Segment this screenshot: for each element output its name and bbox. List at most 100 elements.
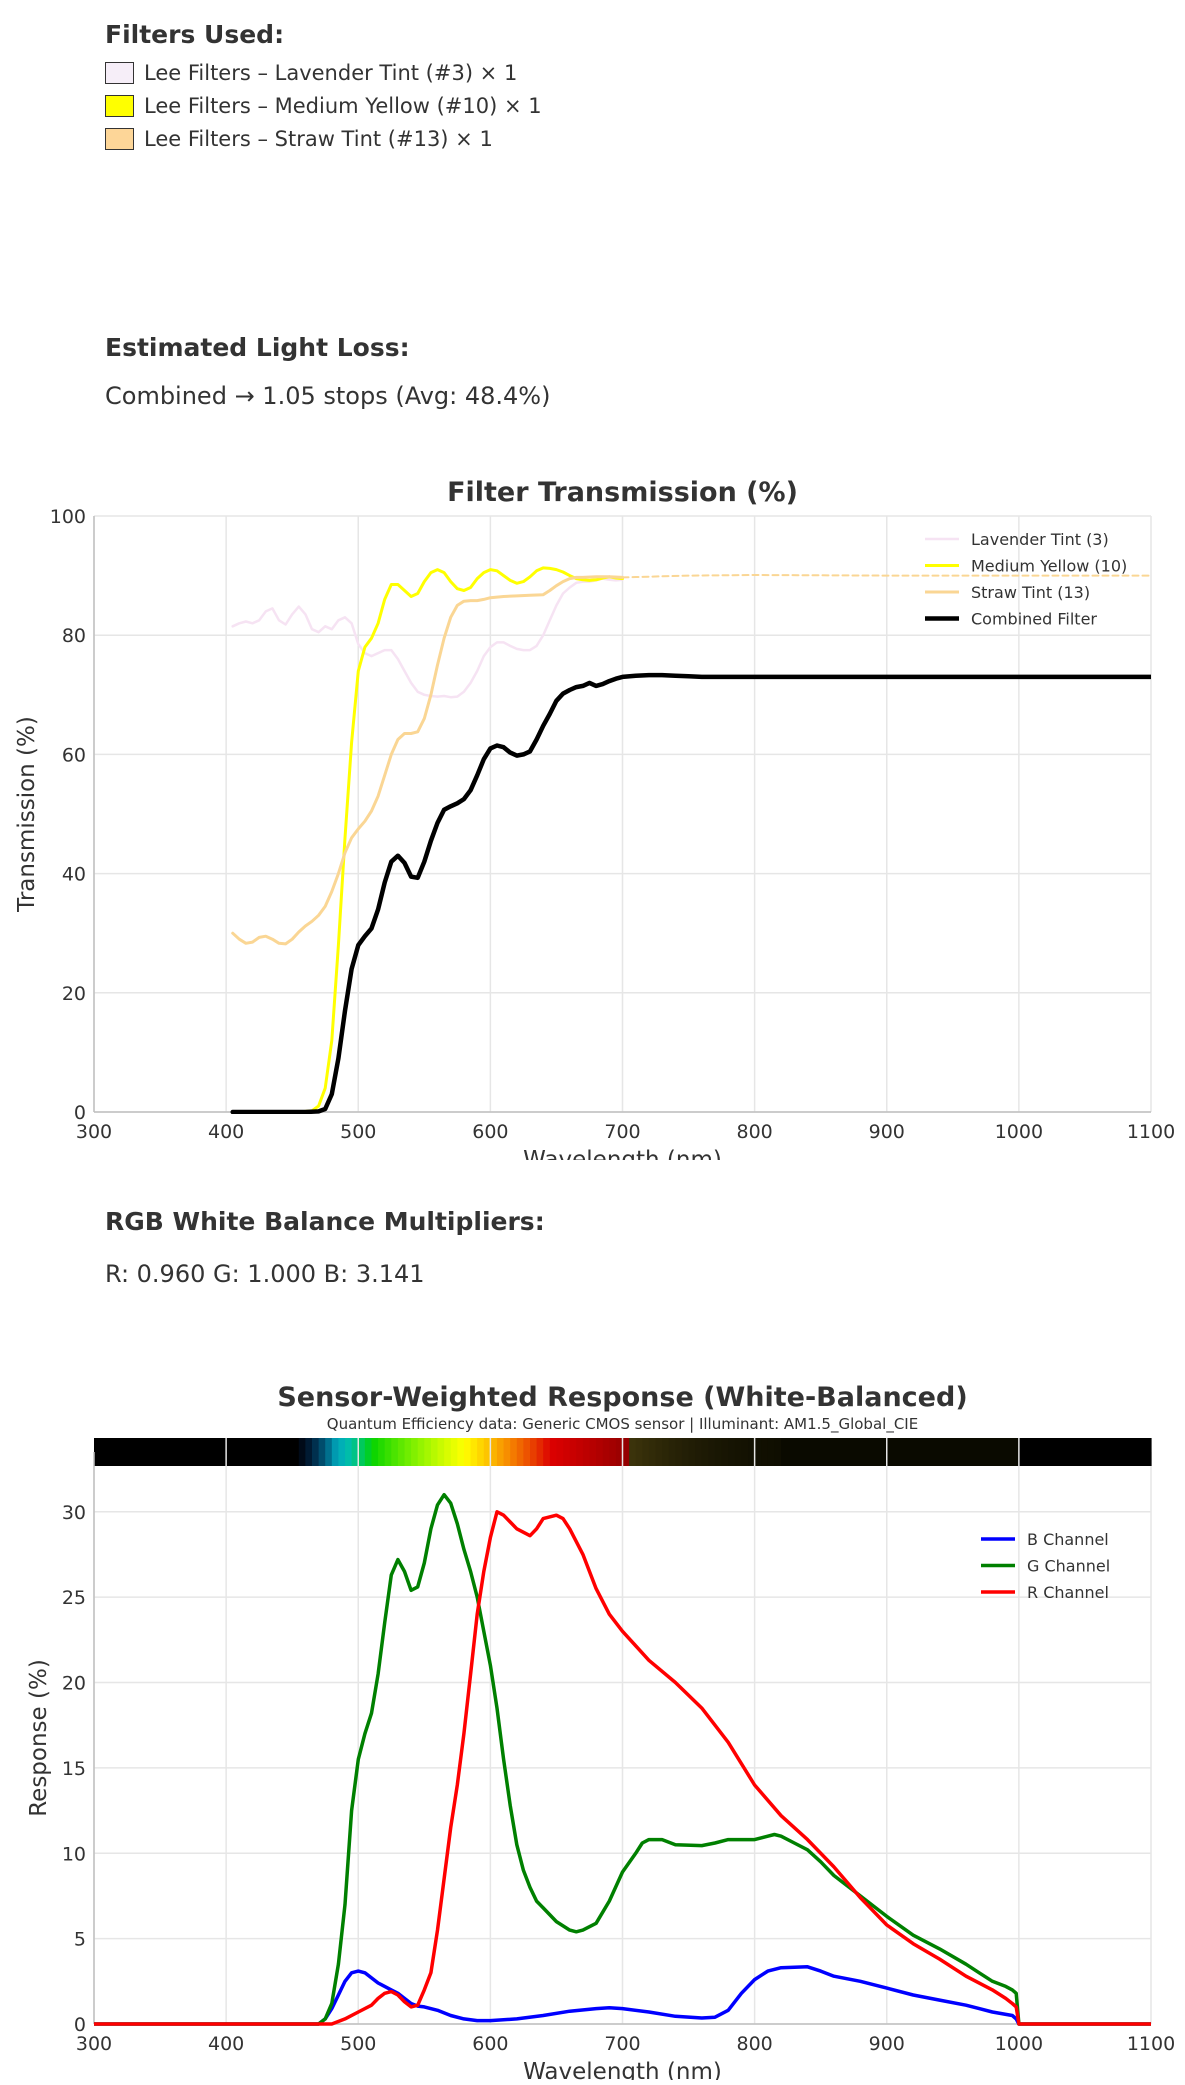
color-bar-segment <box>992 1438 1000 1466</box>
color-bar-segment <box>833 1438 842 1466</box>
series-line-extension <box>621 574 1151 579</box>
color-bar-segment <box>100 1438 108 1466</box>
color-bar-segment <box>120 1438 128 1466</box>
legend-label: R Channel <box>1027 1583 1109 1602</box>
color-bar-segment <box>655 1438 663 1466</box>
light-loss-heading: Estimated Light Loss: <box>105 333 410 362</box>
color-bar-segment <box>966 1438 974 1466</box>
color-bar-segment <box>298 1438 306 1466</box>
color-bar-segment <box>589 1438 597 1466</box>
x-tick-label: 700 <box>604 2033 640 2055</box>
color-bar-segment <box>556 1438 564 1466</box>
legend-label: B Channel <box>1027 1530 1109 1549</box>
color-bar-segment <box>999 1438 1007 1466</box>
color-bar-segment <box>483 1438 491 1466</box>
series-line-medium-yellow-10 <box>231 566 624 1114</box>
color-bar-segment <box>1098 1438 1106 1466</box>
x-axis-label: Wavelength (nm) <box>523 2059 722 2080</box>
color-bar-segment <box>807 1438 815 1466</box>
color-bar-segment <box>351 1438 359 1466</box>
color-bar-segment <box>444 1438 452 1466</box>
color-bar-segment <box>563 1438 571 1466</box>
color-bar-segment <box>675 1438 683 1466</box>
color-bar-segment <box>952 1438 961 1466</box>
color-bar-segment <box>893 1438 901 1466</box>
color-bar-segment <box>932 1438 941 1466</box>
color-bar-segment <box>173 1438 181 1466</box>
color-bar-segment <box>701 1438 709 1466</box>
color-bar-segment <box>596 1438 604 1466</box>
filter-swatch <box>105 61 134 84</box>
sensor-response-chart: 300 400 500 600 700 800 900 1000 1100 0 5 10 15 20 25 3… <box>26 1382 1175 2080</box>
x-tick-label: 900 <box>869 2033 905 2055</box>
y-axis-label: Response (%) <box>26 1659 52 1817</box>
color-bar-segment <box>860 1438 868 1466</box>
color-bar-segment <box>133 1438 141 1466</box>
color-bar-segment <box>153 1438 161 1466</box>
color-bar-segment <box>767 1438 776 1466</box>
color-bar-segment <box>364 1438 373 1466</box>
color-bar-segment <box>582 1438 591 1466</box>
color-bar-segment <box>721 1438 729 1466</box>
legend: B Channel G Channel R Channel <box>981 1530 1110 1602</box>
color-bar-segment <box>714 1438 723 1466</box>
color-bar-segment <box>166 1438 174 1466</box>
color-bar-segment <box>1032 1438 1040 1466</box>
x-tick-label: 500 <box>340 1121 376 1143</box>
x-tick-label: 1000 <box>995 2033 1043 2055</box>
color-bar-segment <box>1012 1438 1020 1466</box>
x-tick-label: 600 <box>472 2033 508 2055</box>
x-tick-label: 400 <box>208 1121 244 1143</box>
color-bar-segment <box>985 1438 994 1466</box>
color-bar-segment <box>496 1438 505 1466</box>
series-line-straw-tint-13 <box>231 575 624 946</box>
color-bar-segment <box>259 1438 267 1466</box>
y-tick-label: 0 <box>74 1102 86 1124</box>
series-line-r-channel <box>94 1510 1151 2026</box>
y-tick-label: 5 <box>74 1929 86 1951</box>
color-bar-segment <box>748 1438 756 1466</box>
filter-item-medium-yellow: Lee Filters – Medium Yellow (#10) × 1 <box>105 89 542 122</box>
color-bar-segment <box>840 1438 848 1466</box>
color-bar-segment <box>503 1438 511 1466</box>
color-bar-segment <box>252 1438 260 1466</box>
color-bar-segment <box>681 1438 690 1466</box>
series-line-b-channel <box>94 1965 1151 2026</box>
color-bar-segment <box>906 1438 914 1466</box>
filter-label: Lee Filters – Lavender Tint (#3) × 1 <box>144 60 518 85</box>
color-bar-segment <box>820 1438 828 1466</box>
color-bar-segment <box>1124 1438 1132 1466</box>
y-tick-label: 20 <box>62 983 86 1005</box>
x-tick-label: 300 <box>76 1121 112 1143</box>
filter-item-lavender: Lee Filters – Lavender Tint (#3) × 1 <box>105 56 542 89</box>
color-bar-segment <box>417 1438 425 1466</box>
filters-heading: Filters Used: <box>105 20 285 49</box>
light-loss-value: Combined → 1.05 stops (Avg: 48.4%) <box>105 382 551 410</box>
color-bar-segment <box>728 1438 736 1466</box>
legend: Lavender Tint (3) Medium Yellow (10) Straw… <box>925 530 1127 629</box>
color-bar-segment <box>1104 1438 1112 1466</box>
color-bar-segment <box>411 1438 419 1466</box>
color-bar-segment <box>629 1438 637 1466</box>
color-bar-segment <box>648 1438 657 1466</box>
color-bar-segment <box>179 1438 188 1466</box>
color-bar-segment <box>206 1438 214 1466</box>
color-bar-segment <box>470 1438 478 1466</box>
color-bar-segment <box>490 1438 498 1466</box>
color-bar-segment <box>457 1438 465 1466</box>
chart-subtitle: Quantum Efficiency data: Generic CMOS se… <box>327 1415 918 1434</box>
color-bar-segment <box>615 1438 624 1466</box>
color-bar-segment <box>536 1438 544 1466</box>
y-tick-labels: 0 5 10 15 20 25 30 <box>62 1502 86 2036</box>
legend-label: Medium Yellow (10) <box>971 557 1127 576</box>
color-bar-segment <box>946 1438 954 1466</box>
color-bar-segment <box>800 1438 809 1466</box>
color-bar-segment <box>794 1438 802 1466</box>
y-tick-label: 20 <box>62 1673 86 1695</box>
color-bar-segment <box>193 1438 201 1466</box>
x-tick-label: 600 <box>472 1121 508 1143</box>
color-bar-segment <box>569 1438 577 1466</box>
series-line-g-channel <box>94 1492 1151 2026</box>
color-bar-segment <box>318 1438 326 1466</box>
x-tick-label: 1100 <box>1127 1121 1175 1143</box>
